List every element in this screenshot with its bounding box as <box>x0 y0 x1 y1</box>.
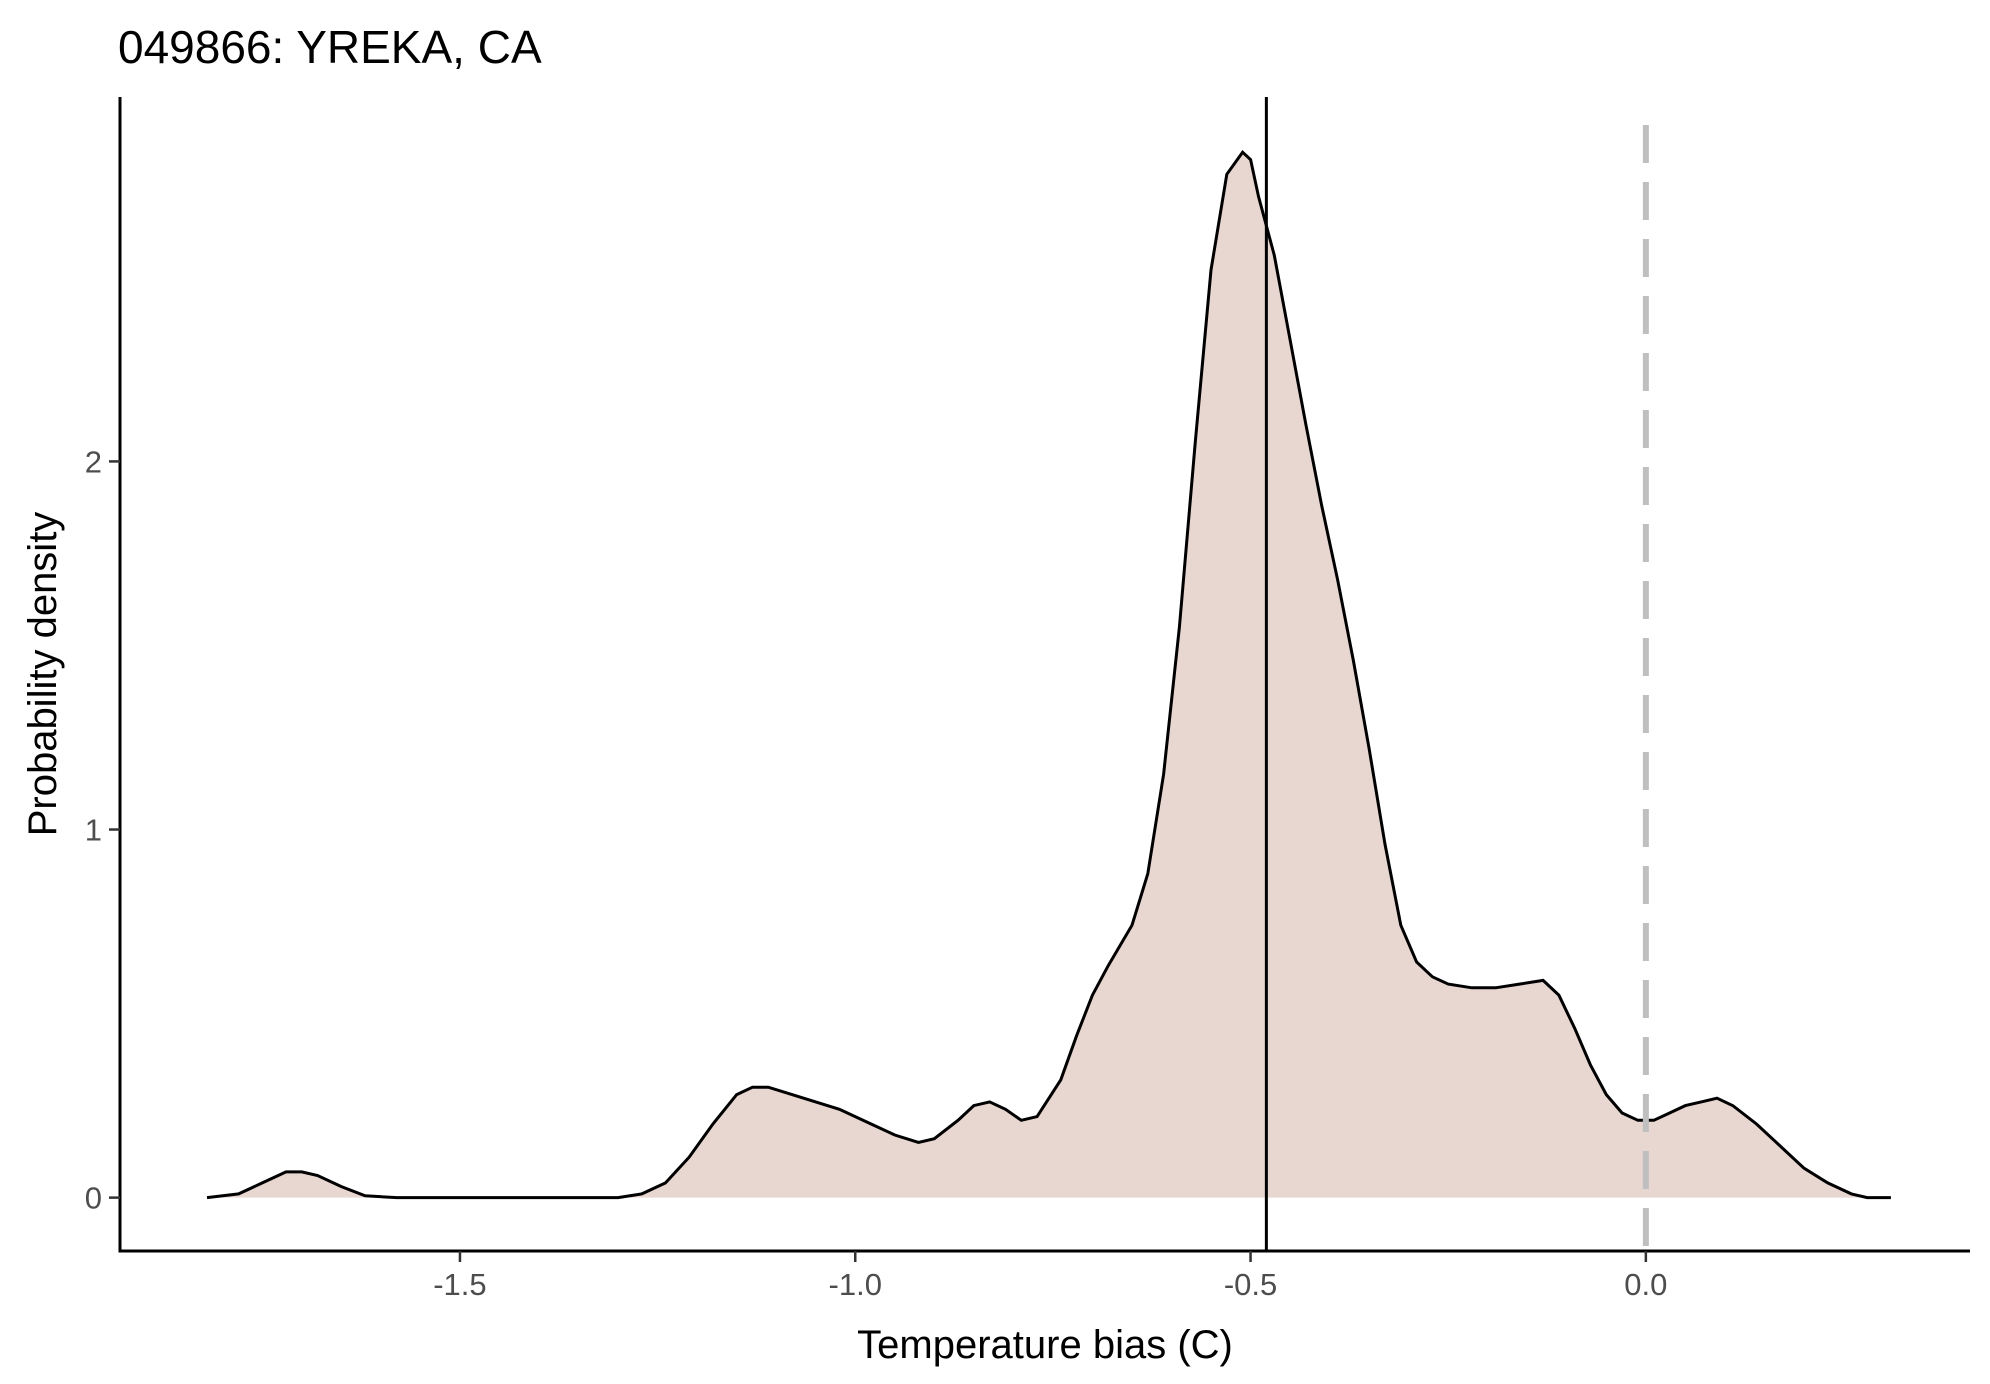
x-tick-label: -0.5 <box>1224 1267 1277 1302</box>
chart-title: 049866: YREKA, CA <box>118 21 542 73</box>
x-axis-ticks: -1.5 -1.0 -0.5 0.0 <box>433 1251 1667 1302</box>
y-axis-ticks: 0 1 2 <box>85 444 120 1216</box>
y-tick-label: 0 <box>85 1181 102 1216</box>
y-tick-label: 1 <box>85 813 102 848</box>
y-axis-title: Probability density <box>21 512 65 837</box>
x-tick-label: -1.0 <box>829 1267 882 1302</box>
x-tick-label: 0.0 <box>1624 1267 1667 1302</box>
y-tick-label: 2 <box>85 444 102 479</box>
plot-panel <box>206 97 1891 1251</box>
x-axis-title: Temperature bias (C) <box>857 1323 1233 1367</box>
x-tick-label: -1.5 <box>433 1267 486 1302</box>
density-area <box>207 152 1891 1198</box>
density-curve <box>206 149 1891 1200</box>
